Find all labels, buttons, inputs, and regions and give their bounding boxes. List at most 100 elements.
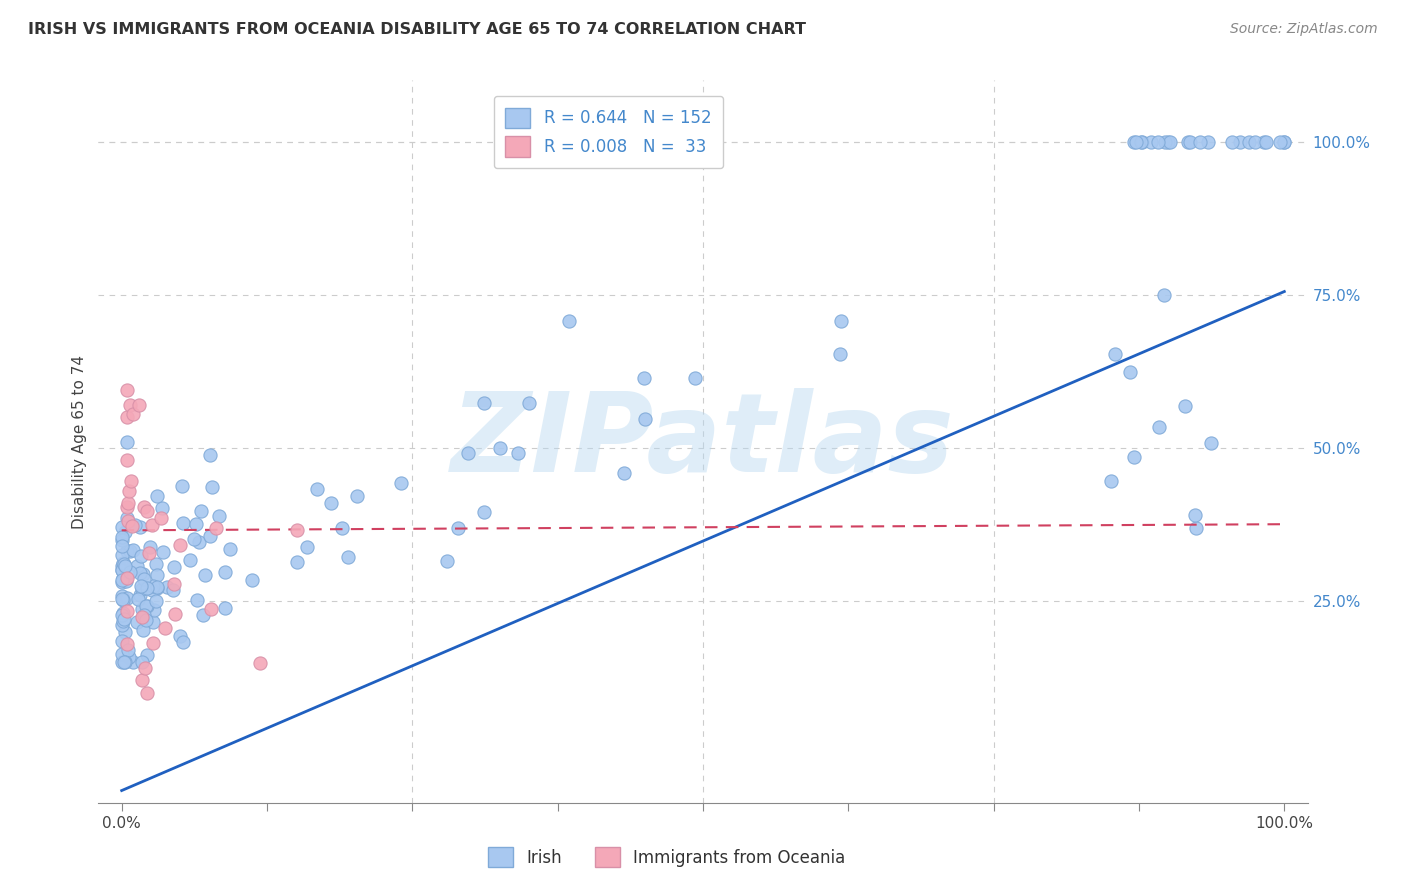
Point	[446, 521, 468, 535]
Point	[162, 583, 184, 598]
Point	[1119, 365, 1142, 379]
Point	[170, 479, 193, 493]
Point	[145, 582, 167, 596]
Point	[128, 398, 150, 412]
Point	[115, 434, 138, 449]
Point	[1174, 399, 1197, 413]
Point	[125, 559, 148, 574]
Point	[1159, 135, 1181, 149]
Point	[117, 604, 139, 618]
Point	[1184, 508, 1206, 522]
Point	[214, 601, 236, 615]
Point	[111, 520, 134, 534]
Point	[135, 599, 157, 613]
Point	[1222, 135, 1244, 149]
Point	[163, 607, 186, 622]
Point	[1130, 135, 1153, 149]
Point	[114, 655, 136, 669]
Point	[519, 396, 541, 410]
Point	[129, 566, 152, 580]
Point	[1123, 135, 1146, 149]
Point	[141, 582, 163, 597]
Point	[1125, 135, 1147, 149]
Point	[131, 673, 153, 688]
Point	[337, 550, 360, 565]
Point	[146, 567, 169, 582]
Point	[111, 539, 134, 553]
Point	[121, 543, 143, 558]
Point	[319, 495, 342, 509]
Point	[131, 582, 153, 596]
Point	[118, 566, 141, 580]
Point	[472, 505, 495, 519]
Point	[1156, 135, 1178, 149]
Point	[634, 411, 657, 425]
Point	[111, 591, 134, 606]
Point	[633, 371, 655, 385]
Point	[169, 629, 191, 643]
Point	[117, 496, 139, 510]
Point	[205, 521, 228, 535]
Point	[111, 548, 134, 562]
Point	[115, 574, 138, 588]
Point	[1197, 135, 1219, 149]
Point	[142, 579, 165, 593]
Point	[135, 581, 157, 595]
Point	[145, 594, 167, 608]
Point	[472, 396, 495, 410]
Point	[685, 371, 707, 385]
Point	[389, 476, 412, 491]
Point	[117, 514, 139, 528]
Point	[297, 541, 319, 555]
Point	[1239, 135, 1261, 149]
Point	[200, 602, 222, 616]
Point	[214, 566, 236, 580]
Point	[830, 347, 852, 361]
Point	[436, 554, 458, 568]
Point	[127, 592, 149, 607]
Point	[117, 453, 139, 467]
Point	[172, 516, 194, 530]
Point	[132, 624, 155, 638]
Legend: Irish, Immigrants from Oceania: Irish, Immigrants from Oceania	[481, 840, 852, 874]
Point	[249, 657, 271, 671]
Point	[1199, 436, 1222, 450]
Point	[169, 537, 191, 551]
Point	[1272, 135, 1295, 149]
Point	[115, 511, 138, 525]
Point	[145, 489, 167, 503]
Point	[134, 500, 156, 514]
Point	[1178, 135, 1201, 149]
Point	[121, 519, 143, 533]
Point	[172, 635, 194, 649]
Point	[117, 642, 139, 657]
Point	[117, 410, 139, 425]
Point	[112, 614, 135, 628]
Point	[1140, 135, 1163, 149]
Point	[111, 558, 134, 573]
Point	[186, 593, 208, 607]
Point	[124, 517, 146, 532]
Point	[187, 534, 209, 549]
Point	[122, 408, 145, 422]
Point	[218, 541, 240, 556]
Point	[131, 655, 153, 669]
Point	[1104, 347, 1126, 361]
Point	[111, 589, 134, 603]
Point	[111, 655, 134, 669]
Point	[141, 518, 163, 533]
Point	[183, 533, 205, 547]
Text: Source: ZipAtlas.com: Source: ZipAtlas.com	[1230, 22, 1378, 37]
Point	[129, 549, 152, 563]
Point	[111, 574, 134, 589]
Point	[115, 544, 138, 558]
Point	[1188, 135, 1211, 149]
Point	[136, 503, 159, 517]
Point	[156, 581, 179, 595]
Point	[131, 609, 153, 624]
Point	[118, 483, 141, 498]
Point	[112, 558, 135, 572]
Point	[1253, 135, 1275, 149]
Point	[153, 621, 176, 635]
Point	[111, 574, 134, 588]
